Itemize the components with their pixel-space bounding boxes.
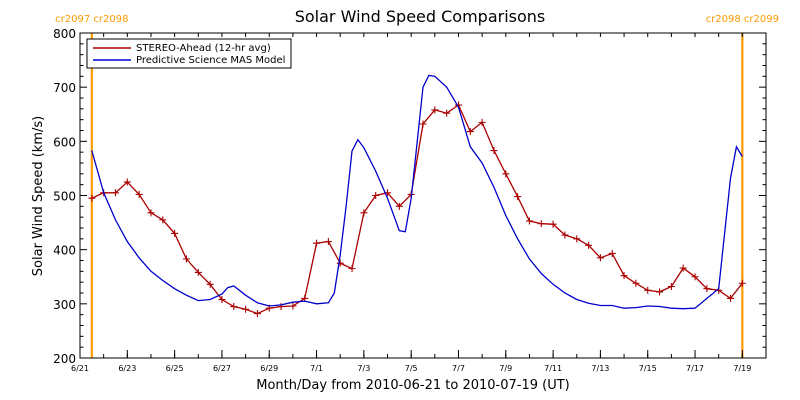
series-0-point-50 xyxy=(679,264,687,272)
axes-layer: 200 300 400 500 600 700 800 6/21 6/23 6/25 6/27 6/2… xyxy=(53,27,767,373)
series-0-point-54 xyxy=(727,294,735,302)
y-tick-label-2: 400 xyxy=(53,244,76,258)
x-tick-label-4: 6/29 xyxy=(260,364,278,373)
series-0-point-32 xyxy=(466,128,474,136)
x-tick-label-13: 7/17 xyxy=(686,364,704,373)
series-0-point-41 xyxy=(573,235,581,243)
series-0-point-12 xyxy=(230,303,238,311)
x-tick-label-7: 7/5 xyxy=(405,364,418,373)
y-tick-label-5: 700 xyxy=(53,81,76,95)
legend-box xyxy=(86,38,292,69)
x-tick-label-6: 7/3 xyxy=(357,364,370,373)
carrington-label-0: cr2097 cr2098 xyxy=(55,14,128,25)
x-tick-label-11: 7/13 xyxy=(591,364,609,373)
x-tick-label-3: 6/27 xyxy=(213,364,231,373)
series-0-point-21 xyxy=(336,259,344,267)
y-tick-label-4: 600 xyxy=(53,135,76,149)
series-0-point-49 xyxy=(667,283,675,290)
series-0-point-7 xyxy=(171,229,179,237)
series-0-point-26 xyxy=(395,202,403,210)
series-0-point-4 xyxy=(135,190,143,198)
series-0-point-29 xyxy=(431,106,439,114)
series-0-point-20 xyxy=(324,238,332,246)
series-0-point-47 xyxy=(644,286,652,294)
x-tick-label-12: 7/15 xyxy=(639,364,657,373)
series-0-point-34 xyxy=(490,147,498,155)
series-0-point-33 xyxy=(478,118,486,126)
legend-label-stereo: STEREO-Ahead (12-hr avg) xyxy=(136,43,271,54)
series-0-point-44 xyxy=(608,249,616,257)
y-axis-label: Solar Wind Speed (km/s) xyxy=(31,116,46,276)
series-0-point-0 xyxy=(88,194,96,202)
legend-label-mas: Predictive Science MAS Model xyxy=(136,55,285,66)
carrington-label-1: cr2098 cr2099 xyxy=(706,14,779,25)
x-tick-label-2: 6/25 xyxy=(166,364,184,373)
series-0-point-3 xyxy=(123,178,131,186)
series-0-point-37 xyxy=(525,217,533,225)
series-0-point-45 xyxy=(620,272,628,280)
series-0-point-28 xyxy=(419,120,427,128)
series-0-point-24 xyxy=(372,192,380,199)
series-0-point-46 xyxy=(632,279,640,287)
y-tick-label-3: 500 xyxy=(53,190,76,204)
series-0-point-14 xyxy=(253,310,261,318)
series-0-point-40 xyxy=(561,231,569,239)
series-0-point-9 xyxy=(194,268,202,276)
series-0-point-13 xyxy=(242,305,250,313)
series-layer xyxy=(88,74,746,318)
series-0-point-55 xyxy=(738,279,746,287)
x-tick-label-14: 7/19 xyxy=(733,364,751,373)
x-axis-label: Month/Day from 2010-06-21 to 2010-07-19 … xyxy=(256,378,569,393)
series-0-point-30 xyxy=(443,109,451,117)
series-0-point-5 xyxy=(147,209,155,217)
series-0-point-42 xyxy=(585,241,593,249)
series-0-point-52 xyxy=(703,285,711,293)
series-0-point-11 xyxy=(218,296,226,303)
y-tick-label-6: 800 xyxy=(53,27,76,41)
series-0-point-2 xyxy=(111,189,119,197)
series-0-point-17 xyxy=(289,302,297,310)
series-0-point-36 xyxy=(514,193,522,201)
series-0-point-8 xyxy=(182,255,190,263)
series-0-point-16 xyxy=(277,303,285,311)
series-0-point-19 xyxy=(313,239,321,247)
series-line-0 xyxy=(91,104,743,315)
series-0-point-22 xyxy=(348,265,356,273)
chart-title: Solar Wind Speed Comparisons xyxy=(295,7,546,26)
x-tick-label-1: 6/23 xyxy=(118,364,136,373)
series-0-point-23 xyxy=(360,209,368,217)
series-0-point-43 xyxy=(596,254,604,262)
x-tick-label-5: 7/1 xyxy=(310,364,323,373)
series-0-point-51 xyxy=(691,273,699,281)
series-0-point-35 xyxy=(502,170,510,178)
series-line-1 xyxy=(91,74,743,310)
series-0-point-48 xyxy=(656,288,664,296)
x-tick-label-8: 7/7 xyxy=(452,364,465,373)
plot-frame xyxy=(79,32,767,359)
x-tick-label-0: 6/21 xyxy=(71,364,89,373)
series-0-point-6 xyxy=(159,216,167,224)
series-0-point-10 xyxy=(206,280,214,288)
legend: STEREO-Ahead (12-hr avg) Predictive Scie… xyxy=(86,38,292,69)
x-tick-label-10: 7/11 xyxy=(544,364,562,373)
series-0-point-39 xyxy=(549,220,557,228)
y-tick-label-1: 300 xyxy=(53,298,76,312)
y-tick-label-0: 200 xyxy=(53,352,76,366)
x-tick-label-9: 7/9 xyxy=(499,364,512,373)
series-0-point-38 xyxy=(537,220,545,228)
